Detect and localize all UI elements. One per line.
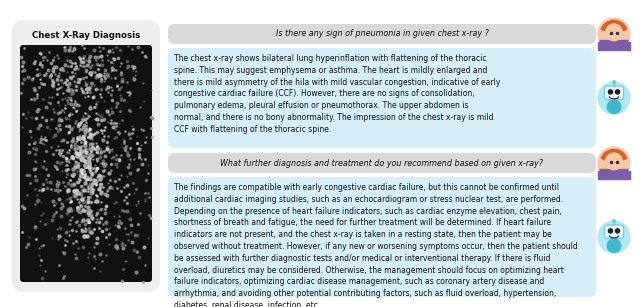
Text: The chest x-ray shows bilateral lung hyperinflation with flattening of the thora: The chest x-ray shows bilateral lung hyp… (174, 54, 500, 134)
Polygon shape (598, 171, 630, 179)
FancyBboxPatch shape (20, 45, 152, 282)
Circle shape (607, 100, 621, 114)
FancyBboxPatch shape (168, 48, 596, 148)
FancyBboxPatch shape (168, 177, 596, 297)
Circle shape (616, 229, 620, 233)
Circle shape (616, 90, 620, 94)
Circle shape (607, 239, 621, 253)
Circle shape (598, 147, 630, 179)
Circle shape (609, 90, 612, 94)
FancyBboxPatch shape (604, 86, 623, 99)
Circle shape (598, 18, 630, 50)
Circle shape (605, 153, 622, 170)
Circle shape (609, 229, 612, 233)
Wedge shape (601, 20, 627, 34)
Text: Chest X-Ray Diagnosis: Chest X-Ray Diagnosis (32, 32, 140, 41)
FancyBboxPatch shape (168, 153, 596, 173)
Circle shape (598, 221, 630, 253)
Polygon shape (598, 169, 630, 181)
Polygon shape (598, 40, 630, 52)
Wedge shape (601, 150, 627, 163)
Polygon shape (598, 42, 630, 50)
Circle shape (605, 24, 622, 41)
Circle shape (598, 82, 630, 114)
Circle shape (612, 220, 615, 222)
FancyBboxPatch shape (604, 225, 623, 239)
Text: The findings are compatible with early congestive cardiac failure, but this cann: The findings are compatible with early c… (174, 183, 578, 307)
Text: What further diagnosis and treatment do you recommend based on given x-ray?: What further diagnosis and treatment do … (221, 158, 543, 168)
FancyBboxPatch shape (168, 24, 596, 44)
FancyBboxPatch shape (12, 20, 160, 292)
Text: Is there any sign of pneumonia in given chest x-ray ?: Is there any sign of pneumonia in given … (276, 29, 488, 38)
Circle shape (612, 81, 615, 83)
